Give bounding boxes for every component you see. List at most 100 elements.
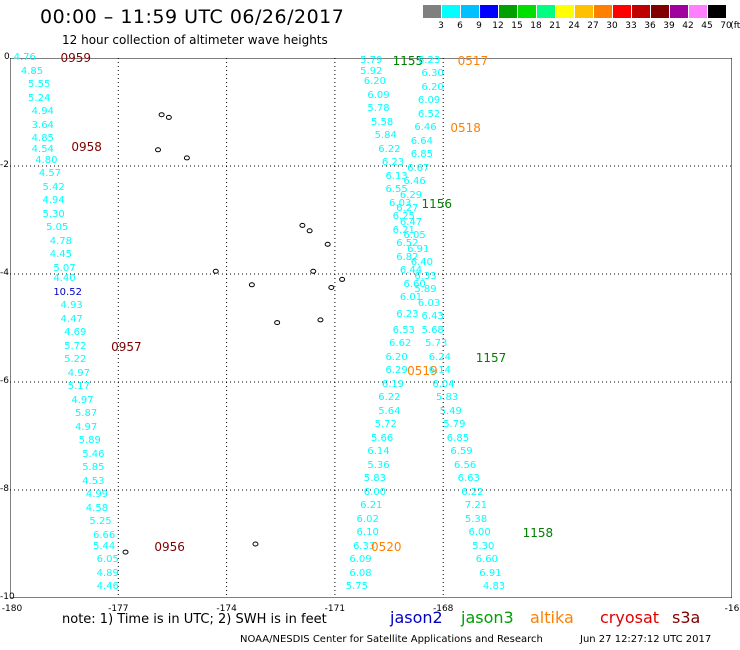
wave-height-value: 4.45 xyxy=(49,249,72,261)
scale-swatch xyxy=(555,5,574,18)
legend-note: note: 1) Time is in UTC; 2) SWH is in fe… xyxy=(62,612,327,627)
island-outline xyxy=(165,114,172,120)
wave-height-value: 6.47 xyxy=(399,216,423,228)
wave-height-value: 6.20 xyxy=(363,76,387,88)
wave-height-value: 4.94 xyxy=(31,106,54,117)
wave-height-value: 6.60 xyxy=(475,554,498,566)
wave-height-value: 6.09 xyxy=(417,95,441,107)
wave-height-value: 6.03 xyxy=(389,197,412,209)
wave-height-value: 5.79 xyxy=(443,419,466,431)
wave-height-value: 4.85 xyxy=(20,65,44,77)
scale-label: 18 xyxy=(530,21,542,31)
islands-layer xyxy=(122,112,346,555)
wave-height-value: 5.78 xyxy=(367,103,390,115)
wave-height-value: 5.83 xyxy=(435,392,459,404)
wave-height-value: 5.42 xyxy=(42,181,65,193)
wave-height-value: 6.52 xyxy=(396,238,419,250)
wave-height-value: 6.24 xyxy=(428,351,452,363)
scale-swatch xyxy=(707,5,726,18)
island-outline xyxy=(339,276,346,282)
pass-time-label: 0518 xyxy=(450,121,481,136)
wave-height-value: 5.30 xyxy=(42,208,65,220)
wave-height-value: 6.82 xyxy=(396,251,419,263)
wave-height-value: 6.00 xyxy=(363,486,387,498)
wave-height-value: 6.23 xyxy=(417,54,441,66)
scale-label: 42 xyxy=(682,21,694,31)
wave-height-value: 4.76 xyxy=(13,52,36,63)
scale-swatch xyxy=(460,5,479,18)
island-outline xyxy=(274,320,281,326)
island-outline xyxy=(122,549,129,555)
y-tick-label: -10 xyxy=(0,592,15,602)
chart-subtitle: 12 hour collection of altimeter wave hei… xyxy=(62,33,328,47)
wave-height-value: 6.22 xyxy=(461,486,484,498)
wave-height-value: 6.85 xyxy=(446,432,470,444)
wave-height-value: 6.05 xyxy=(96,554,119,566)
wave-height-value: 6.67 xyxy=(407,162,430,174)
wave-height-value: 6.85 xyxy=(410,149,433,161)
x-tick-label: -171 xyxy=(324,604,346,614)
wave-height-value: 6.03 xyxy=(417,297,441,309)
legend-item-cryosat: cryosat xyxy=(600,608,660,627)
wave-height-value: 6.21 xyxy=(392,224,415,236)
wave-height-value: 4.47 xyxy=(60,313,83,325)
wave-height-value: 5.85 xyxy=(82,462,105,474)
wave-height-value: 4.94 xyxy=(42,195,65,207)
y-tick-label: 0 xyxy=(4,52,10,62)
wave-height-value: 5.55 xyxy=(28,79,51,90)
pass-time-label: 1157 xyxy=(475,350,507,365)
wave-height-value: 6.14 xyxy=(428,365,452,377)
wave-height-value: 6.10 xyxy=(356,527,379,539)
wave-height-value: 5.07 xyxy=(53,262,76,274)
legend-item-jason3: jason3 xyxy=(461,608,514,627)
pass-time-label: 0957 xyxy=(111,339,142,354)
wave-height-value: 4.97 xyxy=(74,421,98,433)
wave-height-value: 4.99 xyxy=(85,489,109,501)
wave-height-value: 6.01 xyxy=(399,292,423,304)
legend-item-altika: altika xyxy=(530,608,574,627)
wave-height-value: 4.57 xyxy=(38,168,62,180)
scale-swatch xyxy=(441,5,460,18)
wave-height-value: 6.62 xyxy=(389,338,412,350)
wave-height-value: 4.97 xyxy=(71,394,94,406)
scale-unit: (ft) xyxy=(730,21,740,31)
scale-label: 36 xyxy=(644,21,656,31)
pass-time-label: 1155 xyxy=(392,53,424,68)
wave-height-value: 5.05 xyxy=(46,222,69,234)
wave-height-value: 3.64 xyxy=(31,119,54,131)
wave-height-value: 6.40 xyxy=(410,257,433,269)
island-outline xyxy=(306,228,313,234)
wave-height-value: 6.09 xyxy=(367,89,390,101)
wave-height-value: 6.56 xyxy=(454,459,477,471)
scale-swatch xyxy=(574,5,593,18)
wave-height-value: 6.22 xyxy=(378,143,401,155)
wave-height-value: 6.44 xyxy=(399,265,423,277)
wave-height-value: 5.87 xyxy=(74,408,98,420)
wave-height-value: 6.09 xyxy=(349,554,372,566)
island-outline xyxy=(310,268,317,274)
wave-height-value: 6.05 xyxy=(403,230,426,242)
scale-label: 33 xyxy=(625,21,637,31)
wave-height-value: 6.23 xyxy=(396,308,419,320)
island-outline xyxy=(252,541,259,547)
wave-height-value: 5.72 xyxy=(374,419,397,431)
legend-item-s3a: s3a xyxy=(672,608,701,627)
wave-height-value: 5.79 xyxy=(360,54,383,66)
island-outline xyxy=(212,268,219,274)
scale-label: 12 xyxy=(492,21,504,31)
scale-swatch xyxy=(669,5,688,18)
generated-timestamp: Jun 27 12:27:12 UTC 2017 xyxy=(580,634,712,645)
wave-height-value: 6.33 xyxy=(414,270,437,282)
wave-height-value: 5.17 xyxy=(67,381,91,393)
pass-time-label: 1158 xyxy=(522,526,554,541)
wave-height-value: 6.04 xyxy=(432,378,455,390)
wave-height-value: 6.29 xyxy=(385,365,408,377)
wave-height-value: 5.38 xyxy=(464,513,488,525)
wave-height-value: 5.64 xyxy=(378,405,401,417)
wave-height-value: 4.97 xyxy=(67,367,91,379)
wave-height-value: 5.83 xyxy=(363,473,387,485)
scale-label: 45 xyxy=(701,21,713,31)
wave-height-value: 5.49 xyxy=(439,405,462,417)
wave-height-value: 6.25 xyxy=(392,211,415,223)
wave-height-value: 5.68 xyxy=(421,324,444,336)
